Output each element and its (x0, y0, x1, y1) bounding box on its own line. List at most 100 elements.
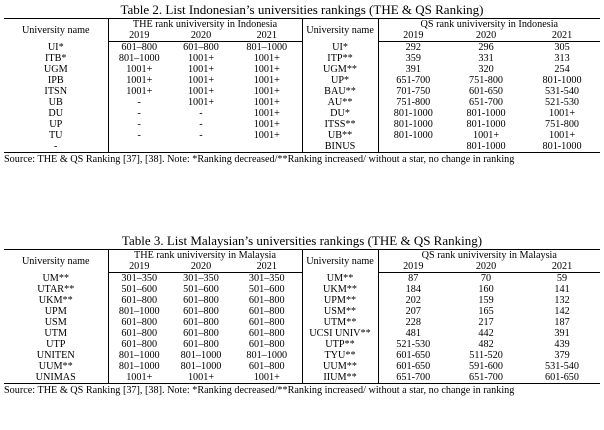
table-row: UPM 801–1000 601–800 601–800 USM** 207 165 142 (4, 306, 600, 317)
rank-cell: 296 (478, 42, 494, 53)
table-row: UTM 601–800 601–800 601–800 UCSI UNIV** 481 44… (4, 328, 600, 339)
rank-cell: 801–1000 (118, 53, 160, 64)
university-name-cell: UB (4, 97, 109, 108)
rank-cell: 379 (554, 350, 570, 361)
table3-the-header: THE rank univiversity in Malaysia (108, 249, 303, 261)
rank-cell: 1001+ (187, 97, 215, 108)
rank-cell: 359 (405, 53, 421, 64)
university-name-cell: TU (4, 130, 109, 141)
rank-cell: 1001+ (232, 86, 303, 97)
rank-cell: 1001+ (232, 108, 303, 119)
rank-cell: 801–1000 (232, 41, 303, 53)
table3-qs-header: QS rank univiversity in Malaysia (378, 249, 601, 261)
rank-cell: 331 (478, 53, 494, 64)
rank-cell: 531-540 (545, 361, 579, 372)
table3-univ-header-right: University name (302, 249, 379, 273)
rank-cell: 1001+ (232, 53, 303, 64)
university-name-cell: BINUS (302, 141, 379, 153)
table-row: UGM 1001+ 1001+ 1001+ UGM** 391 320 254 (4, 64, 600, 75)
table2-block: Table 2. List Indonesian’s universities … (4, 2, 601, 166)
table3-block: Table 3. List Malaysian’s universities r… (4, 233, 601, 397)
university-name-cell: - (4, 141, 109, 153)
table-row: UM** 301–350 301–350 301–350 UM** 87 70 59 (4, 272, 600, 284)
table2-caption: Table 2. List Indonesian’s universities … (120, 2, 484, 17)
table-row: - BINUS 801-1000 801-1000 (4, 141, 601, 153)
rank-cell (170, 141, 232, 153)
rank-cell: 801-1000 (524, 141, 601, 153)
rank-cell: 1001+ (548, 130, 576, 141)
rank-cell: 521-530 (545, 97, 580, 108)
rank-cell: 801-1000 (466, 108, 506, 119)
university-name-cell: UTP** (302, 339, 379, 350)
rank-cell: 1001+ (187, 86, 215, 97)
rank-cell: 207 (405, 306, 421, 317)
university-name-cell: UUM** (4, 361, 109, 372)
university-name-cell: ITB* (4, 53, 109, 64)
rank-cell: 601–800 (183, 328, 219, 339)
university-name-cell: UTP (4, 339, 109, 350)
rank-cell: 70 (480, 273, 492, 284)
rank-cell: 1001+ (472, 130, 500, 141)
rank-cell: 601-650 (396, 361, 431, 372)
rank-cell: 1001+ (126, 64, 153, 75)
rank-cell: 601–800 (121, 339, 158, 350)
rank-cell: 801–1000 (180, 350, 222, 361)
university-name-cell: TYU** (302, 350, 379, 361)
rank-cell: 292 (405, 42, 421, 53)
table-row: UP - - 1001+ ITSS** 801-1000 801-1000 751-800 (4, 119, 600, 130)
university-name-cell: UGM (4, 64, 109, 75)
rank-cell: 1001+ (232, 372, 303, 384)
rank-cell: 601–800 (232, 317, 303, 328)
university-name-cell: UTM (4, 328, 109, 339)
rank-cell: 751-800 (545, 119, 580, 130)
university-name-cell: USM** (302, 306, 379, 317)
table-row: UB -1001+ 1001+ AU** 751-800 651-700 521-530 (4, 97, 600, 108)
rank-cell: 601–800 (232, 339, 303, 350)
rank-cell: 481 (405, 328, 421, 339)
rank-cell: 601-650 (396, 350, 431, 361)
rank-cell: 801-1000 (393, 108, 433, 119)
rank-cell: 651-700 (469, 97, 504, 108)
rank-cell: 801–1000 (180, 361, 222, 372)
rank-cell: 751-800 (469, 75, 504, 86)
university-name-cell: IIUM** (302, 372, 379, 384)
table-row: ITB* 801–1000 1001+ 1001+ ITP** 359 331 313 (4, 53, 600, 64)
rank-cell: 141 (554, 284, 570, 295)
table2-header-row-2: 2019 2020 2021 2019 2020 2021 (4, 30, 601, 42)
university-name-cell: UKM** (302, 284, 379, 295)
rank-cell: 305 (554, 42, 570, 53)
rank-cell: 521-530 (396, 339, 431, 350)
table3: University name THE rank univiversity in… (4, 249, 601, 384)
rank-cell: 651-700 (378, 372, 449, 384)
rank-cell: 601–800 (232, 306, 303, 317)
rank-cell: 601–800 (121, 328, 158, 339)
rank-cell: 482 (478, 339, 494, 350)
rank-cell: - (199, 108, 203, 119)
rank-cell: 601–800 (183, 339, 219, 350)
table3-the-year: 2020 (170, 261, 232, 273)
university-name-cell: DU (4, 108, 109, 119)
university-name-cell: UTAR** (4, 284, 109, 295)
rank-cell: 254 (554, 64, 570, 75)
table3-the-year: 2019 (108, 261, 170, 273)
rank-cell: 442 (478, 328, 494, 339)
rank-cell (232, 141, 303, 153)
rank-cell: 184 (405, 284, 421, 295)
table2-qs-header: QS rank univiversity in Indonesia (378, 18, 601, 30)
table2-the-year: 2019 (108, 30, 170, 42)
rank-cell: 228 (405, 317, 421, 328)
rank-cell: 1001+ (232, 97, 303, 108)
rank-cell: 142 (554, 306, 570, 317)
rank-cell: 217 (478, 317, 494, 328)
rank-cell: 1001+ (232, 64, 303, 75)
rank-cell: 601–800 (121, 42, 158, 53)
rank-cell: 301–350 (121, 273, 158, 284)
table-row: UNIMAS 1001+ 1001+ 1001+ IIUM** 651-700 651-70… (4, 372, 601, 384)
rank-cell: 601–800 (232, 328, 303, 339)
rank-cell: 59 (556, 273, 568, 284)
university-name-cell: UM** (4, 272, 109, 284)
rank-cell: 801-1000 (393, 130, 433, 141)
rank-cell: 1001+ (187, 53, 215, 64)
rank-cell: 187 (554, 317, 570, 328)
rank-cell: 601-650 (469, 86, 504, 97)
